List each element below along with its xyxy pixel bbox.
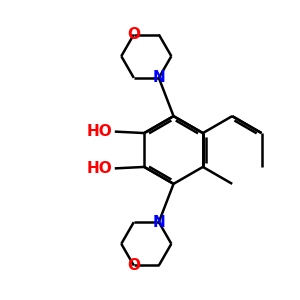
Text: HO: HO [87,124,112,139]
Text: N: N [152,214,165,230]
Text: O: O [127,258,140,273]
Text: O: O [127,27,140,42]
Text: N: N [152,70,165,86]
Text: HO: HO [87,161,112,176]
